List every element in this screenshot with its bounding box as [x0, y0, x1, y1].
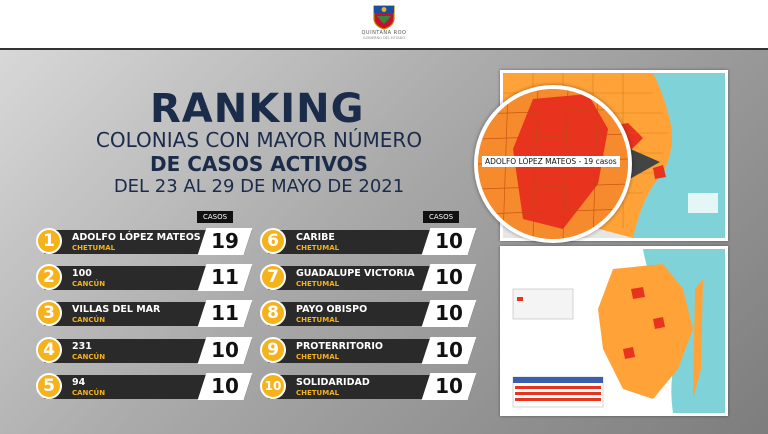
city-name: CHETUMAL	[296, 244, 340, 252]
cases-box: 10	[421, 300, 477, 327]
ranking-row: 7 GUADALUPE VICTORIA CHETUMAL 10	[260, 264, 477, 291]
city-name: CHETUMAL	[296, 316, 340, 324]
city-name: CHETUMAL	[296, 280, 340, 288]
cases-box: 10	[421, 264, 477, 291]
logo-text: QUINTANA ROO	[361, 30, 407, 36]
ranking-row: 4 231 CANCÚN 10	[36, 337, 253, 364]
city-name: CANCÚN	[72, 389, 106, 397]
casos-label-right: CASOS	[423, 211, 460, 223]
colonia-name: 94	[72, 377, 86, 388]
ranking-row: 1 ADOLFO LÓPEZ MATEOS CHETUMAL 19	[36, 228, 253, 255]
cases-box: 10	[421, 337, 477, 364]
rank-badge: 8	[260, 300, 286, 326]
colonia-name: PROTERRITORIO	[296, 341, 383, 352]
logo-subtext: GOBIERNO DEL ESTADO	[362, 36, 406, 40]
cases-value: 10	[435, 265, 463, 289]
cases-box: 19	[197, 228, 253, 255]
cases-box: 10	[421, 373, 477, 400]
cases-value: 11	[211, 265, 239, 289]
ranking-row: 10 SOLIDARIDAD CHETUMAL 10	[260, 373, 477, 400]
header: QUINTANA ROO GOBIERNO DEL ESTADO	[0, 0, 768, 48]
cases-value: 10	[211, 338, 239, 362]
quintana-roo-logo: QUINTANA ROO GOBIERNO DEL ESTADO	[354, 4, 414, 46]
cases-value: 10	[435, 338, 463, 362]
coat-of-arms-icon	[373, 5, 395, 30]
rank-badge: 9	[260, 337, 286, 363]
city-name: CANCÚN	[72, 280, 106, 288]
colonia-name: SOLIDARIDAD	[296, 377, 370, 388]
cases-box: 10	[197, 373, 253, 400]
city-name: CHETUMAL	[296, 389, 340, 397]
cancun-map	[500, 246, 728, 416]
cases-box: 10	[421, 228, 477, 255]
rank-badge: 6	[260, 228, 286, 254]
rank-badge: 3	[36, 300, 62, 326]
cases-value: 11	[211, 301, 239, 325]
colonia-name: ADOLFO LÓPEZ MATEOS	[72, 232, 201, 243]
rank-badge: 10	[260, 373, 286, 399]
colonia-name: 100	[72, 268, 92, 279]
rank-badge: 5	[36, 373, 62, 399]
ranking-row: 9 PROTERRITORIO CHETUMAL 10	[260, 337, 477, 364]
date-range: DEL 23 AL 29 DE MAYO DE 2021	[113, 176, 405, 197]
rank-badge: 1	[36, 228, 62, 254]
city-name: CANCÚN	[72, 316, 106, 324]
ranking-row: 8 PAYO OBISPO CHETUMAL 10	[260, 300, 477, 327]
city-name: CANCÚN	[72, 353, 106, 361]
ranking-row: 3 VILLAS DEL MAR CANCÚN 11	[36, 300, 253, 327]
cases-value: 10	[435, 229, 463, 253]
map-zoom-callout: ADOLFO LÓPEZ MATEOS - 19 casos	[474, 85, 632, 243]
colonia-name: CARIBE	[296, 232, 335, 243]
page-title: RANKING	[150, 86, 365, 132]
callout-label: ADOLFO LÓPEZ MATEOS - 19 casos	[482, 156, 620, 167]
ranking-row: 2 100 CANCÚN 11	[36, 264, 253, 291]
casos-label-left: CASOS	[197, 211, 234, 223]
rank-badge: 7	[260, 264, 286, 290]
rank-badge: 2	[36, 264, 62, 290]
cases-value: 10	[435, 374, 463, 398]
cases-box: 10	[197, 337, 253, 364]
colonia-name: GUADALUPE VICTORIA	[296, 268, 415, 279]
city-name: CHETUMAL	[72, 244, 116, 252]
city-name: CHETUMAL	[296, 353, 340, 361]
cases-value: 10	[435, 301, 463, 325]
subtitle-line-2: DE CASOS ACTIVOS	[150, 152, 368, 176]
ranking-row: 5 94 CANCÚN 10	[36, 373, 253, 400]
subtitle-line-1: COLONIAS CON MAYOR NÚMERO	[95, 128, 423, 152]
rank-badge: 4	[36, 337, 62, 363]
colonia-name: 231	[72, 341, 92, 352]
cases-value: 19	[211, 229, 239, 253]
cases-box: 11	[197, 300, 253, 327]
colonia-name: VILLAS DEL MAR	[72, 304, 161, 315]
cases-box: 11	[197, 264, 253, 291]
cancun-map-graphic	[503, 249, 725, 413]
cases-value: 10	[211, 374, 239, 398]
ranking-row: 6 CARIBE CHETUMAL 10	[260, 228, 477, 255]
colonia-name: PAYO OBISPO	[296, 304, 368, 315]
